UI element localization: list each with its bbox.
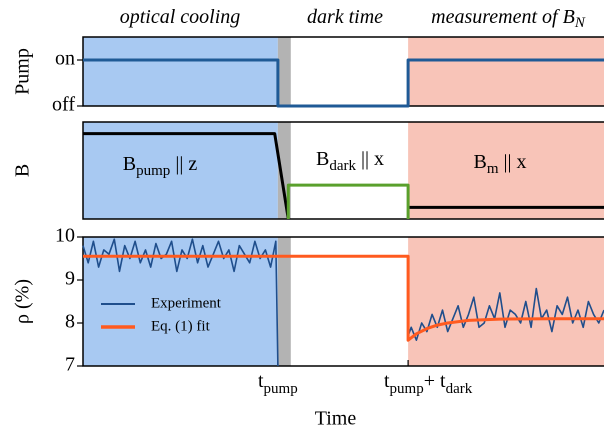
annotation-sub: m (487, 161, 499, 177)
y-tick-label: 7 (65, 354, 75, 376)
phase-label-text: dark time (307, 6, 383, 28)
phase-label-text: optical cooling (120, 6, 241, 28)
annotation-rest: || z (170, 153, 197, 175)
annotation-rest: || x (356, 148, 384, 170)
x-tick-text: + t (424, 370, 446, 392)
phase-region (290, 37, 409, 106)
annotation-text: B (316, 148, 329, 170)
axes-frame (82, 121, 604, 220)
phase-region (290, 122, 409, 219)
phase-region (290, 237, 409, 366)
series-line (83, 254, 604, 342)
phase-region (408, 237, 604, 366)
legend-label: Experiment (151, 295, 222, 311)
phase-region (408, 37, 604, 106)
y-tick-label: off (52, 94, 75, 116)
phase-region (277, 37, 291, 106)
annotation-sub: pump (136, 163, 170, 179)
series-line (82, 238, 604, 367)
annotation-rest: || x (499, 151, 527, 173)
x-tick-sub: pump (390, 381, 424, 397)
y-tick-label: 9 (65, 268, 75, 290)
y-tick-label: 8 (65, 311, 75, 333)
x-axis-label: Time (315, 408, 357, 430)
phase-region (277, 237, 291, 366)
y-tick-label: on (55, 48, 75, 70)
series-line (83, 132, 290, 220)
annotation-text: B (473, 151, 486, 173)
series-line (286, 183, 410, 219)
series-line (83, 58, 604, 108)
annotation-text: B (123, 153, 136, 175)
phase-label: dark time (307, 6, 383, 28)
phase-label: optical cooling (120, 6, 241, 28)
x-tick-text: t (384, 370, 390, 392)
phase-region (83, 37, 278, 106)
y-axis-label: B (12, 164, 34, 177)
phase-region (83, 122, 278, 219)
annotation: Bpump || z (123, 153, 198, 180)
phase-label-sub: N (574, 15, 586, 31)
x-tick-label: tpump+ tdark (384, 370, 473, 398)
legend-label: Eq. (1) fit (151, 318, 211, 334)
phase-label: measurement of BN (431, 6, 586, 32)
annotation: Bdark || x (316, 148, 384, 175)
axes-frame (82, 236, 604, 367)
x-tick-text: t (258, 370, 264, 392)
x-tick-label: tpump (258, 370, 298, 398)
phase-label-text: measurement of B (431, 6, 575, 28)
x-tick-sub: dark (446, 381, 473, 397)
y-axis-label: Pump (12, 48, 34, 95)
x-tick-sub: pump (264, 381, 298, 397)
annotation: Bm || x (473, 151, 526, 178)
y-tick-label: 10 (55, 225, 75, 247)
annotation-sub: dark (329, 158, 356, 174)
y-axis-label: ρ (%) (12, 279, 34, 324)
phase-region (408, 122, 604, 219)
